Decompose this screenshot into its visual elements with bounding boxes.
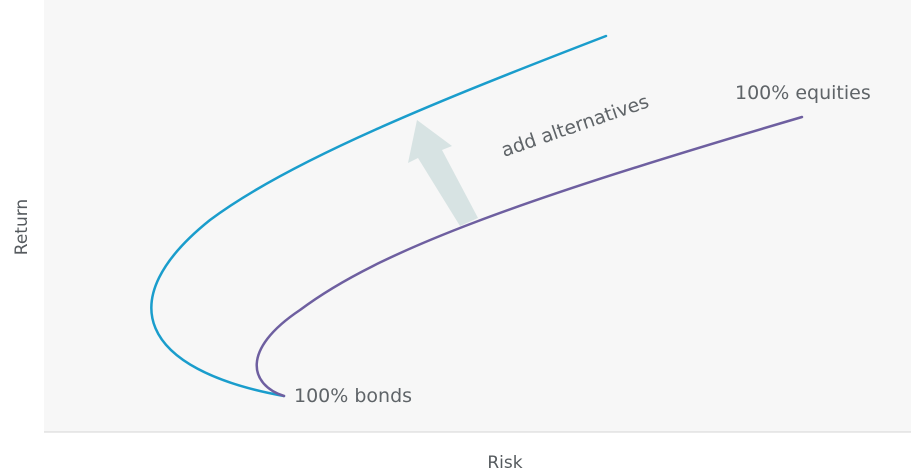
annotation-start-label: 100% bonds — [294, 385, 412, 407]
y-axis-label: Return — [12, 199, 32, 255]
x-axis-label: Risk — [487, 453, 522, 472]
annotation-end-label: 100% equities — [735, 82, 871, 104]
shift-arrow — [408, 120, 478, 226]
frontier-traditional-line — [255, 115, 804, 398]
frontier-alternatives-line — [150, 34, 608, 398]
plot-area — [44, 0, 911, 432]
